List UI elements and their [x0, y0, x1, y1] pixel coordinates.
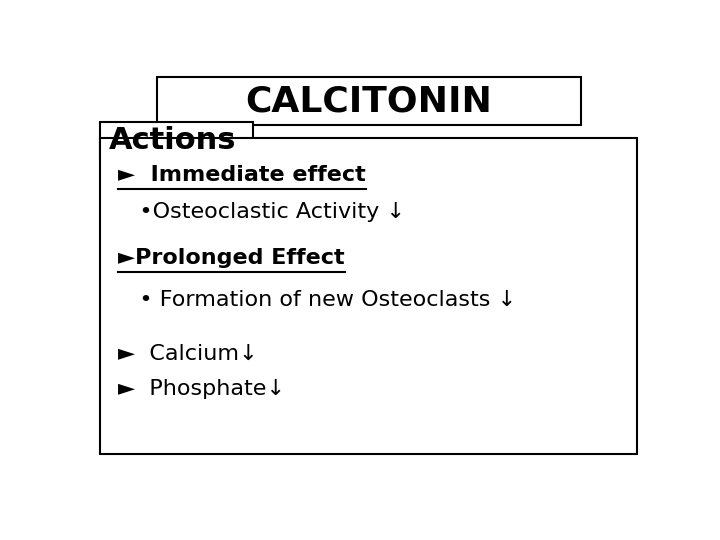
FancyBboxPatch shape [157, 77, 581, 125]
Text: •Osteoclastic Activity ↓: •Osteoclastic Activity ↓ [118, 202, 405, 222]
Text: • Formation of new Osteoclasts ↓: • Formation of new Osteoclasts ↓ [118, 290, 516, 310]
FancyBboxPatch shape [100, 138, 637, 454]
FancyBboxPatch shape [100, 122, 253, 158]
Text: ►  Immediate effect: ► Immediate effect [118, 165, 366, 185]
Text: Actions: Actions [109, 126, 236, 154]
Text: ►  Calcium↓: ► Calcium↓ [118, 344, 258, 364]
Text: ►Prolonged Effect: ►Prolonged Effect [118, 248, 345, 268]
Text: ►  Phosphate↓: ► Phosphate↓ [118, 379, 285, 399]
Text: CALCITONIN: CALCITONIN [246, 84, 492, 118]
